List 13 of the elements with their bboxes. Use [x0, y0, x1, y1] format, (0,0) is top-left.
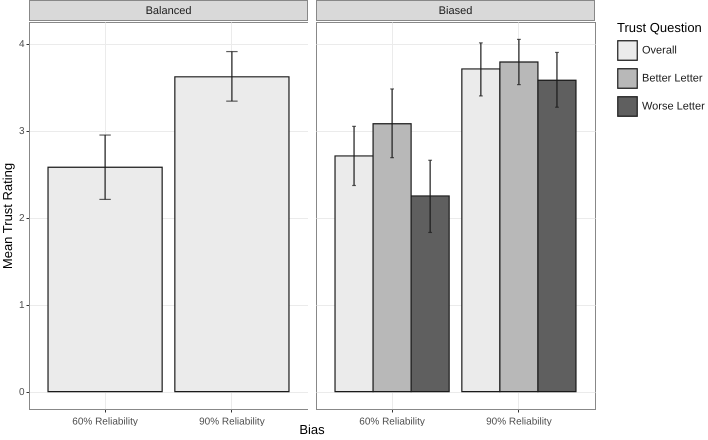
- y-tick-label: 3: [18, 126, 24, 137]
- legend-label: Overall: [642, 44, 676, 56]
- y-tick-label: 4: [18, 38, 24, 50]
- legend-label: Better Letter: [642, 72, 702, 84]
- y-axis-title: Mean Trust Rating: [0, 162, 14, 269]
- legend-title: Trust Question: [616, 20, 702, 34]
- y-tick-label: 0: [18, 386, 24, 398]
- chart-title: Biased: [316, 0, 595, 21]
- y-tick-label: 2: [18, 212, 24, 224]
- y-tick-label: 1: [18, 300, 24, 311]
- legend-label: Worse Letter: [642, 100, 705, 112]
- chart-title: Balanced: [29, 0, 308, 21]
- x-axis-title: Bias: [299, 422, 325, 437]
